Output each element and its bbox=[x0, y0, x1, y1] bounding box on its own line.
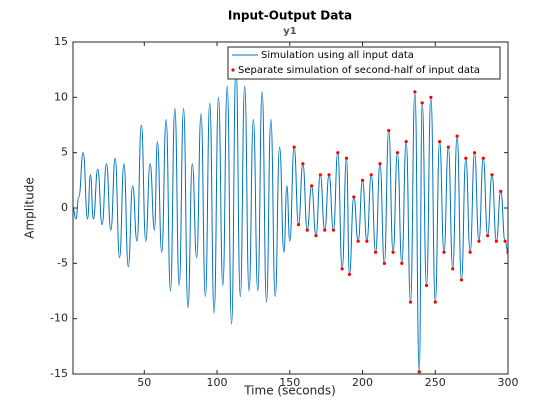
data-point bbox=[442, 250, 446, 254]
data-point bbox=[494, 239, 498, 243]
data-point bbox=[420, 101, 424, 105]
data-point bbox=[490, 173, 494, 177]
data-point bbox=[417, 370, 421, 374]
y-tick-label: 15 bbox=[54, 35, 68, 48]
data-point bbox=[395, 151, 400, 155]
data-point bbox=[455, 134, 459, 138]
data-point bbox=[477, 239, 481, 243]
data-point bbox=[344, 156, 349, 160]
data-point bbox=[292, 145, 296, 149]
data-point bbox=[369, 173, 373, 177]
legend-symbol bbox=[231, 68, 235, 72]
x-tick-label: 200 bbox=[352, 376, 373, 389]
data-point bbox=[446, 145, 450, 149]
data-point bbox=[323, 228, 327, 232]
data-point bbox=[382, 261, 386, 265]
data-point bbox=[340, 267, 344, 271]
data-point bbox=[468, 250, 472, 254]
data-point bbox=[459, 278, 464, 282]
data-point bbox=[360, 178, 365, 182]
data-point bbox=[481, 156, 485, 160]
data-point bbox=[451, 267, 455, 271]
x-tick-label: 100 bbox=[207, 376, 228, 389]
data-point bbox=[413, 90, 417, 94]
data-point bbox=[309, 184, 314, 188]
y-axis-label: Amplitude bbox=[23, 177, 37, 239]
data-point bbox=[318, 173, 322, 177]
y-tick-label: 0 bbox=[61, 201, 68, 214]
data-point bbox=[486, 234, 490, 238]
data-point bbox=[352, 195, 356, 199]
data-point bbox=[356, 239, 360, 243]
data-point bbox=[400, 261, 404, 265]
data-point bbox=[472, 151, 477, 155]
y-tick-label: -15 bbox=[50, 367, 68, 380]
data-point bbox=[296, 223, 301, 227]
data-point bbox=[305, 228, 309, 232]
data-point bbox=[387, 128, 391, 133]
y-tick-label: -5 bbox=[57, 256, 68, 269]
x-tick-label: 50 bbox=[137, 376, 151, 389]
data-point bbox=[433, 300, 437, 304]
chart-subtitle: y1 bbox=[283, 26, 297, 37]
axes-box bbox=[72, 41, 509, 375]
data-point bbox=[347, 272, 352, 276]
data-point bbox=[301, 162, 305, 166]
x-tick-label: 150 bbox=[279, 376, 300, 389]
chart-title: Input-Output Data bbox=[228, 9, 352, 23]
y-tick-label: 10 bbox=[54, 90, 68, 103]
legend-label: Separate simulation of second-half of in… bbox=[238, 65, 480, 76]
y-tick-label: 5 bbox=[61, 146, 68, 159]
x-axis-label: Time (seconds) bbox=[243, 384, 336, 398]
data-point bbox=[404, 140, 408, 144]
legend-label: Simulation using all input data bbox=[261, 50, 414, 61]
data-point bbox=[503, 239, 507, 243]
data-point bbox=[464, 156, 468, 160]
data-point bbox=[336, 151, 340, 155]
y-tick-label: -10 bbox=[50, 312, 68, 325]
plot-area bbox=[73, 42, 508, 374]
data-point bbox=[424, 283, 429, 288]
data-point bbox=[391, 250, 395, 254]
data-point bbox=[429, 95, 433, 99]
x-tick-label: 300 bbox=[498, 376, 519, 389]
data-point bbox=[327, 173, 331, 177]
data-point bbox=[378, 162, 382, 166]
legend-box bbox=[227, 46, 501, 80]
data-point bbox=[499, 189, 503, 193]
data-point bbox=[438, 140, 442, 144]
data-point bbox=[314, 234, 318, 238]
data-point bbox=[408, 300, 413, 304]
data-point bbox=[331, 228, 336, 232]
data-point bbox=[365, 239, 369, 243]
x-tick-label: 250 bbox=[425, 376, 446, 389]
data-point bbox=[374, 250, 378, 254]
